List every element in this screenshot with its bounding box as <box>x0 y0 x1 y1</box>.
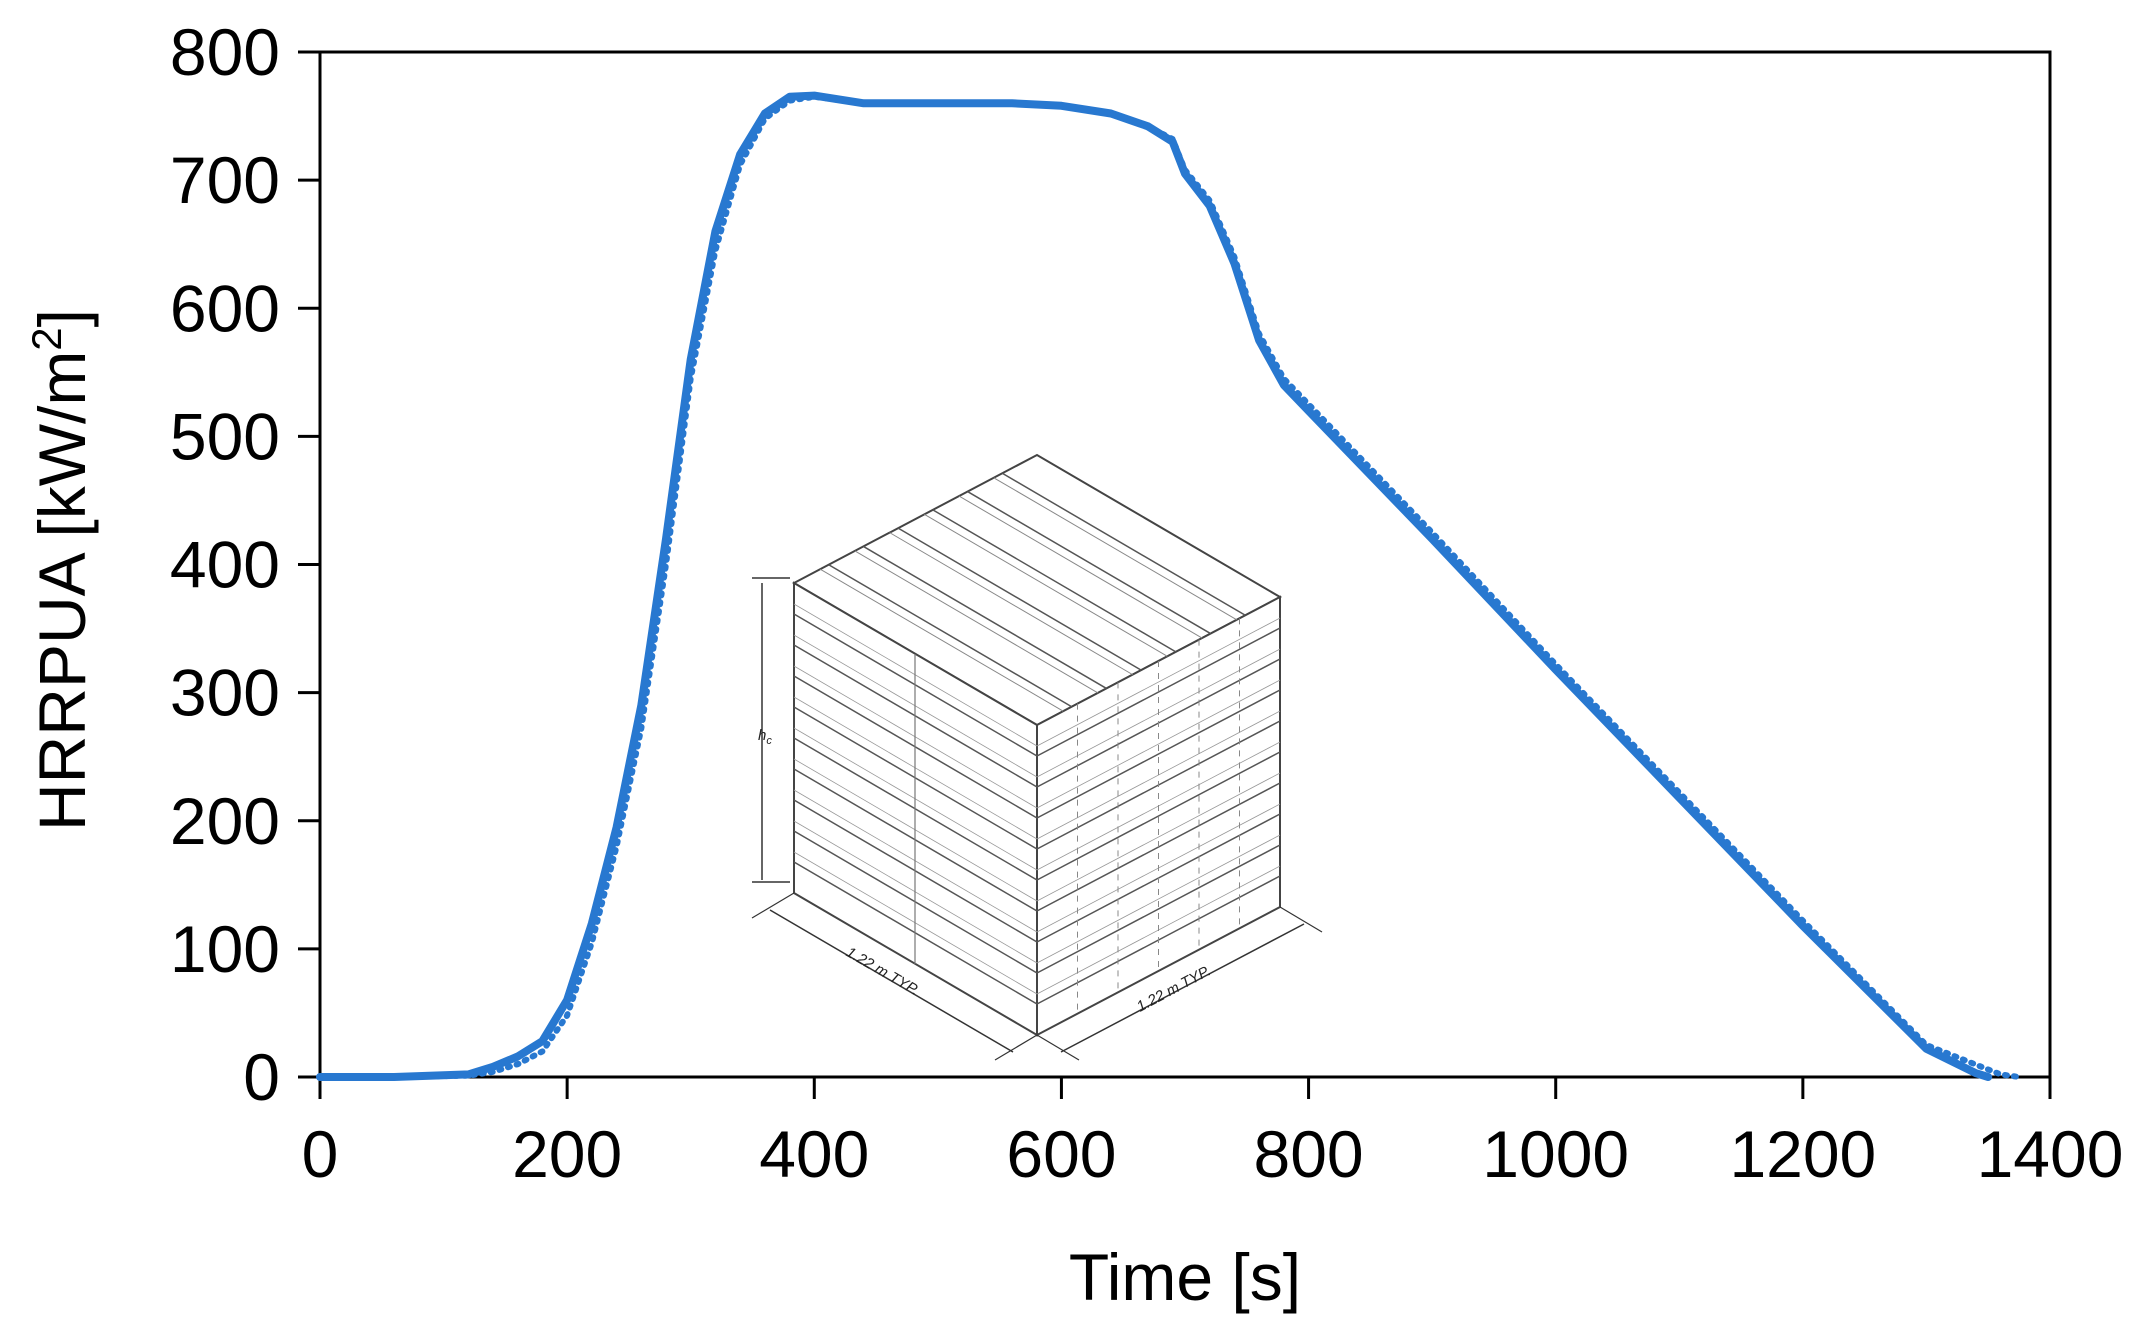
y-tick-label: 700 <box>170 143 280 217</box>
pallet-layer-line <box>1036 689 1281 819</box>
y-tick-label: 300 <box>170 656 280 730</box>
x-tick-label: 200 <box>512 1117 622 1191</box>
pallet-left-layers <box>793 603 1038 1005</box>
right-width-ext-1 <box>1036 1034 1080 1061</box>
x-axis-tick-labels: 0 200 400 600 800 1000 1200 1400 <box>302 1117 2124 1191</box>
pallet-layer-line <box>1036 751 1281 881</box>
deck-board-gap <box>993 477 1238 621</box>
x-tick-label: 400 <box>759 1117 869 1191</box>
y-tick-label: 400 <box>170 528 280 602</box>
deck-board-gap <box>889 532 1133 676</box>
left-width-ext-2 <box>994 1034 1038 1061</box>
y-axis-tick-labels: 0 100 200 300 400 500 600 700 800 <box>170 15 280 1114</box>
deck-board-gap <box>924 513 1168 657</box>
pallet-deck-boards <box>819 472 1246 712</box>
pallet-layer-detail <box>1036 834 1281 964</box>
series-layer <box>316 91 2023 1081</box>
deck-board-edge <box>967 490 1211 635</box>
x-tick-label: 1400 <box>1977 1117 2124 1191</box>
y-axis-ticks <box>298 50 320 1079</box>
deck-board-edge <box>932 509 1177 653</box>
deck-board-gap <box>819 568 1064 712</box>
x-tick-label: 600 <box>1006 1117 1116 1191</box>
y-axis-title: HRRPUA [kW/m2] <box>23 309 99 831</box>
pallet-layer-line <box>1036 844 1281 974</box>
deck-board-edge <box>897 527 1142 671</box>
right-width-dimension-line <box>1060 923 1305 1053</box>
pallet-layer-detail <box>1036 679 1281 809</box>
y-tick-label: 600 <box>170 271 280 345</box>
deck-board-edge <box>1001 472 1246 616</box>
y-tick-label: 0 <box>243 1040 280 1114</box>
deck-board-gap <box>958 495 1203 639</box>
pallet-right-layers <box>1036 617 1281 1014</box>
pallet-layer-detail <box>1036 772 1281 902</box>
x-tick-label: 800 <box>1254 1117 1364 1191</box>
x-tick-label: 1000 <box>1482 1117 1629 1191</box>
y-tick-label: 500 <box>170 399 280 473</box>
series-line-dotted <box>317 93 2023 1080</box>
y-tick-label: 800 <box>170 15 280 89</box>
pallet-layer-line <box>1036 627 1281 757</box>
x-axis-title: Time [s] <box>1069 1240 1301 1314</box>
deck-board-edge <box>863 545 1107 690</box>
x-tick-label: 0 <box>302 1117 339 1191</box>
x-axis-ticks <box>318 1077 2052 1099</box>
height-label: hc <box>758 727 772 747</box>
y-tick-label: 100 <box>170 912 280 986</box>
left-width-ext-1 <box>751 892 795 919</box>
stacked-wood-pallets-icon: hc 1.22 m TYP. 1.22 m TYP. <box>751 453 1323 1061</box>
right-width-ext-2 <box>1279 906 1323 933</box>
deck-board-gap <box>854 550 1099 694</box>
deck-board-edge <box>828 564 1073 708</box>
x-tick-label: 1200 <box>1729 1117 1876 1191</box>
left-width-dimension-line <box>769 909 1014 1053</box>
pallet-layer-detail <box>1036 617 1281 747</box>
y-tick-label: 200 <box>170 784 280 858</box>
